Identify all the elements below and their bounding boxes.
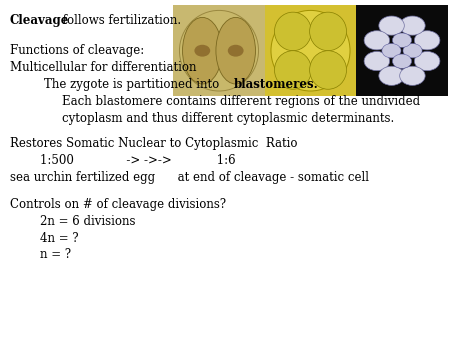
Ellipse shape (216, 18, 256, 84)
Circle shape (392, 54, 412, 68)
Circle shape (400, 66, 425, 86)
Ellipse shape (274, 12, 311, 51)
Circle shape (392, 33, 412, 47)
Ellipse shape (271, 10, 350, 91)
Text: n = ?: n = ? (10, 248, 71, 261)
Circle shape (414, 51, 440, 71)
Text: blastomeres.: blastomeres. (234, 78, 319, 91)
Text: 4n = ?: 4n = ? (10, 232, 79, 244)
Text: Multicellular for differentiation: Multicellular for differentiation (10, 61, 196, 74)
Text: 2n = 6 divisions: 2n = 6 divisions (10, 215, 135, 227)
Text: 1:500              -> ->->            1:6: 1:500 -> ->-> 1:6 (10, 154, 235, 167)
Circle shape (364, 51, 390, 71)
Circle shape (379, 16, 404, 35)
Text: Controls on # of cleavage divisions?: Controls on # of cleavage divisions? (10, 198, 226, 211)
Circle shape (400, 16, 425, 35)
Text: The zygote is partitioned into: The zygote is partitioned into (44, 78, 223, 91)
Ellipse shape (183, 18, 222, 84)
Circle shape (403, 44, 422, 58)
Circle shape (228, 45, 243, 57)
Circle shape (382, 44, 401, 58)
Text: Functions of cleavage:: Functions of cleavage: (10, 44, 144, 57)
Text: sea urchin fertilized egg      at end of cleavage - somatic cell: sea urchin fertilized egg at end of clea… (10, 171, 369, 184)
Text: cytoplasm and thus different cytoplasmic determinants.: cytoplasm and thus different cytoplasmic… (62, 112, 394, 124)
Ellipse shape (310, 12, 346, 51)
Bar (173, 5, 265, 96)
Ellipse shape (310, 51, 346, 89)
Circle shape (364, 31, 390, 50)
Ellipse shape (274, 51, 311, 89)
Circle shape (414, 31, 440, 50)
Text: Each blastomere contains different regions of the undivided: Each blastomere contains different regio… (62, 95, 420, 107)
Text: follows fertilization.: follows fertilization. (59, 14, 181, 26)
Text: Restores Somatic Nuclear to Cytoplasmic  Ratio: Restores Somatic Nuclear to Cytoplasmic … (10, 137, 297, 150)
Bar (356, 5, 448, 96)
Circle shape (379, 66, 404, 86)
Ellipse shape (180, 10, 259, 91)
Text: Cleavage: Cleavage (10, 14, 69, 26)
Bar (265, 5, 356, 96)
Circle shape (194, 45, 210, 57)
